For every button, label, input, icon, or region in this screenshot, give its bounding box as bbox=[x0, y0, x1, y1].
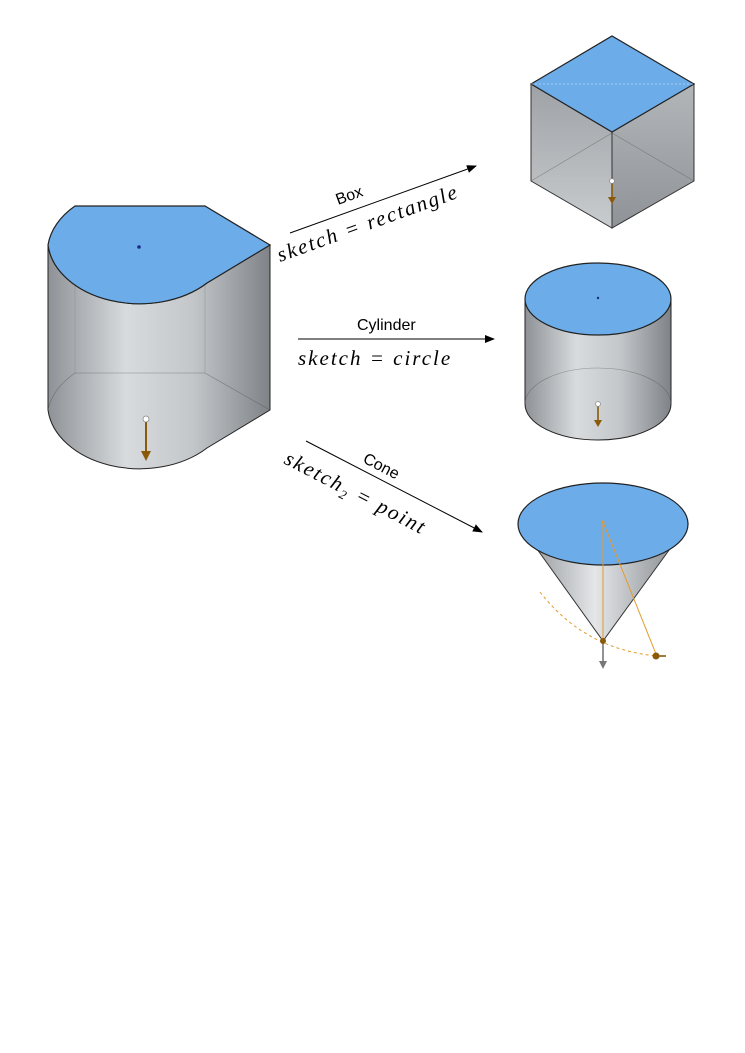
cylinder-side-face bbox=[524, 298, 672, 441]
cylinder-extrude-handle-icon[interactable] bbox=[594, 401, 602, 427]
source-extrusion-shape bbox=[47, 205, 272, 470]
cone-arrow bbox=[305, 440, 483, 533]
cylinder-formula: sketch = circle bbox=[298, 346, 452, 370]
cone-formula-rest: = point bbox=[346, 480, 432, 540]
cone-radius-handle-icon[interactable] bbox=[652, 652, 667, 660]
cone-label: Cone bbox=[360, 450, 402, 483]
box-label: Box bbox=[334, 183, 366, 208]
box-shape bbox=[529, 35, 696, 229]
source-top-face bbox=[47, 205, 272, 305]
box-extrude-handle-icon[interactable] bbox=[608, 178, 616, 204]
cylinder-shape bbox=[524, 262, 672, 441]
cone-transition: Cone sketch2 = point bbox=[281, 440, 483, 540]
cylinder-transition: Cylinder sketch = circle bbox=[298, 317, 495, 370]
source-center-point bbox=[137, 245, 141, 249]
box-formula: sketch = rectangle bbox=[274, 179, 462, 267]
cone-apex-handle-icon[interactable] bbox=[599, 638, 607, 669]
box-transition: Box sketch = rectangle bbox=[274, 165, 477, 267]
cone-formula-sketch: sketch bbox=[281, 446, 349, 497]
cylinder-label: Cylinder bbox=[357, 317, 416, 334]
cone-shape bbox=[517, 482, 689, 669]
extrude-handle-icon[interactable] bbox=[141, 415, 151, 461]
box-arrow bbox=[289, 165, 477, 234]
